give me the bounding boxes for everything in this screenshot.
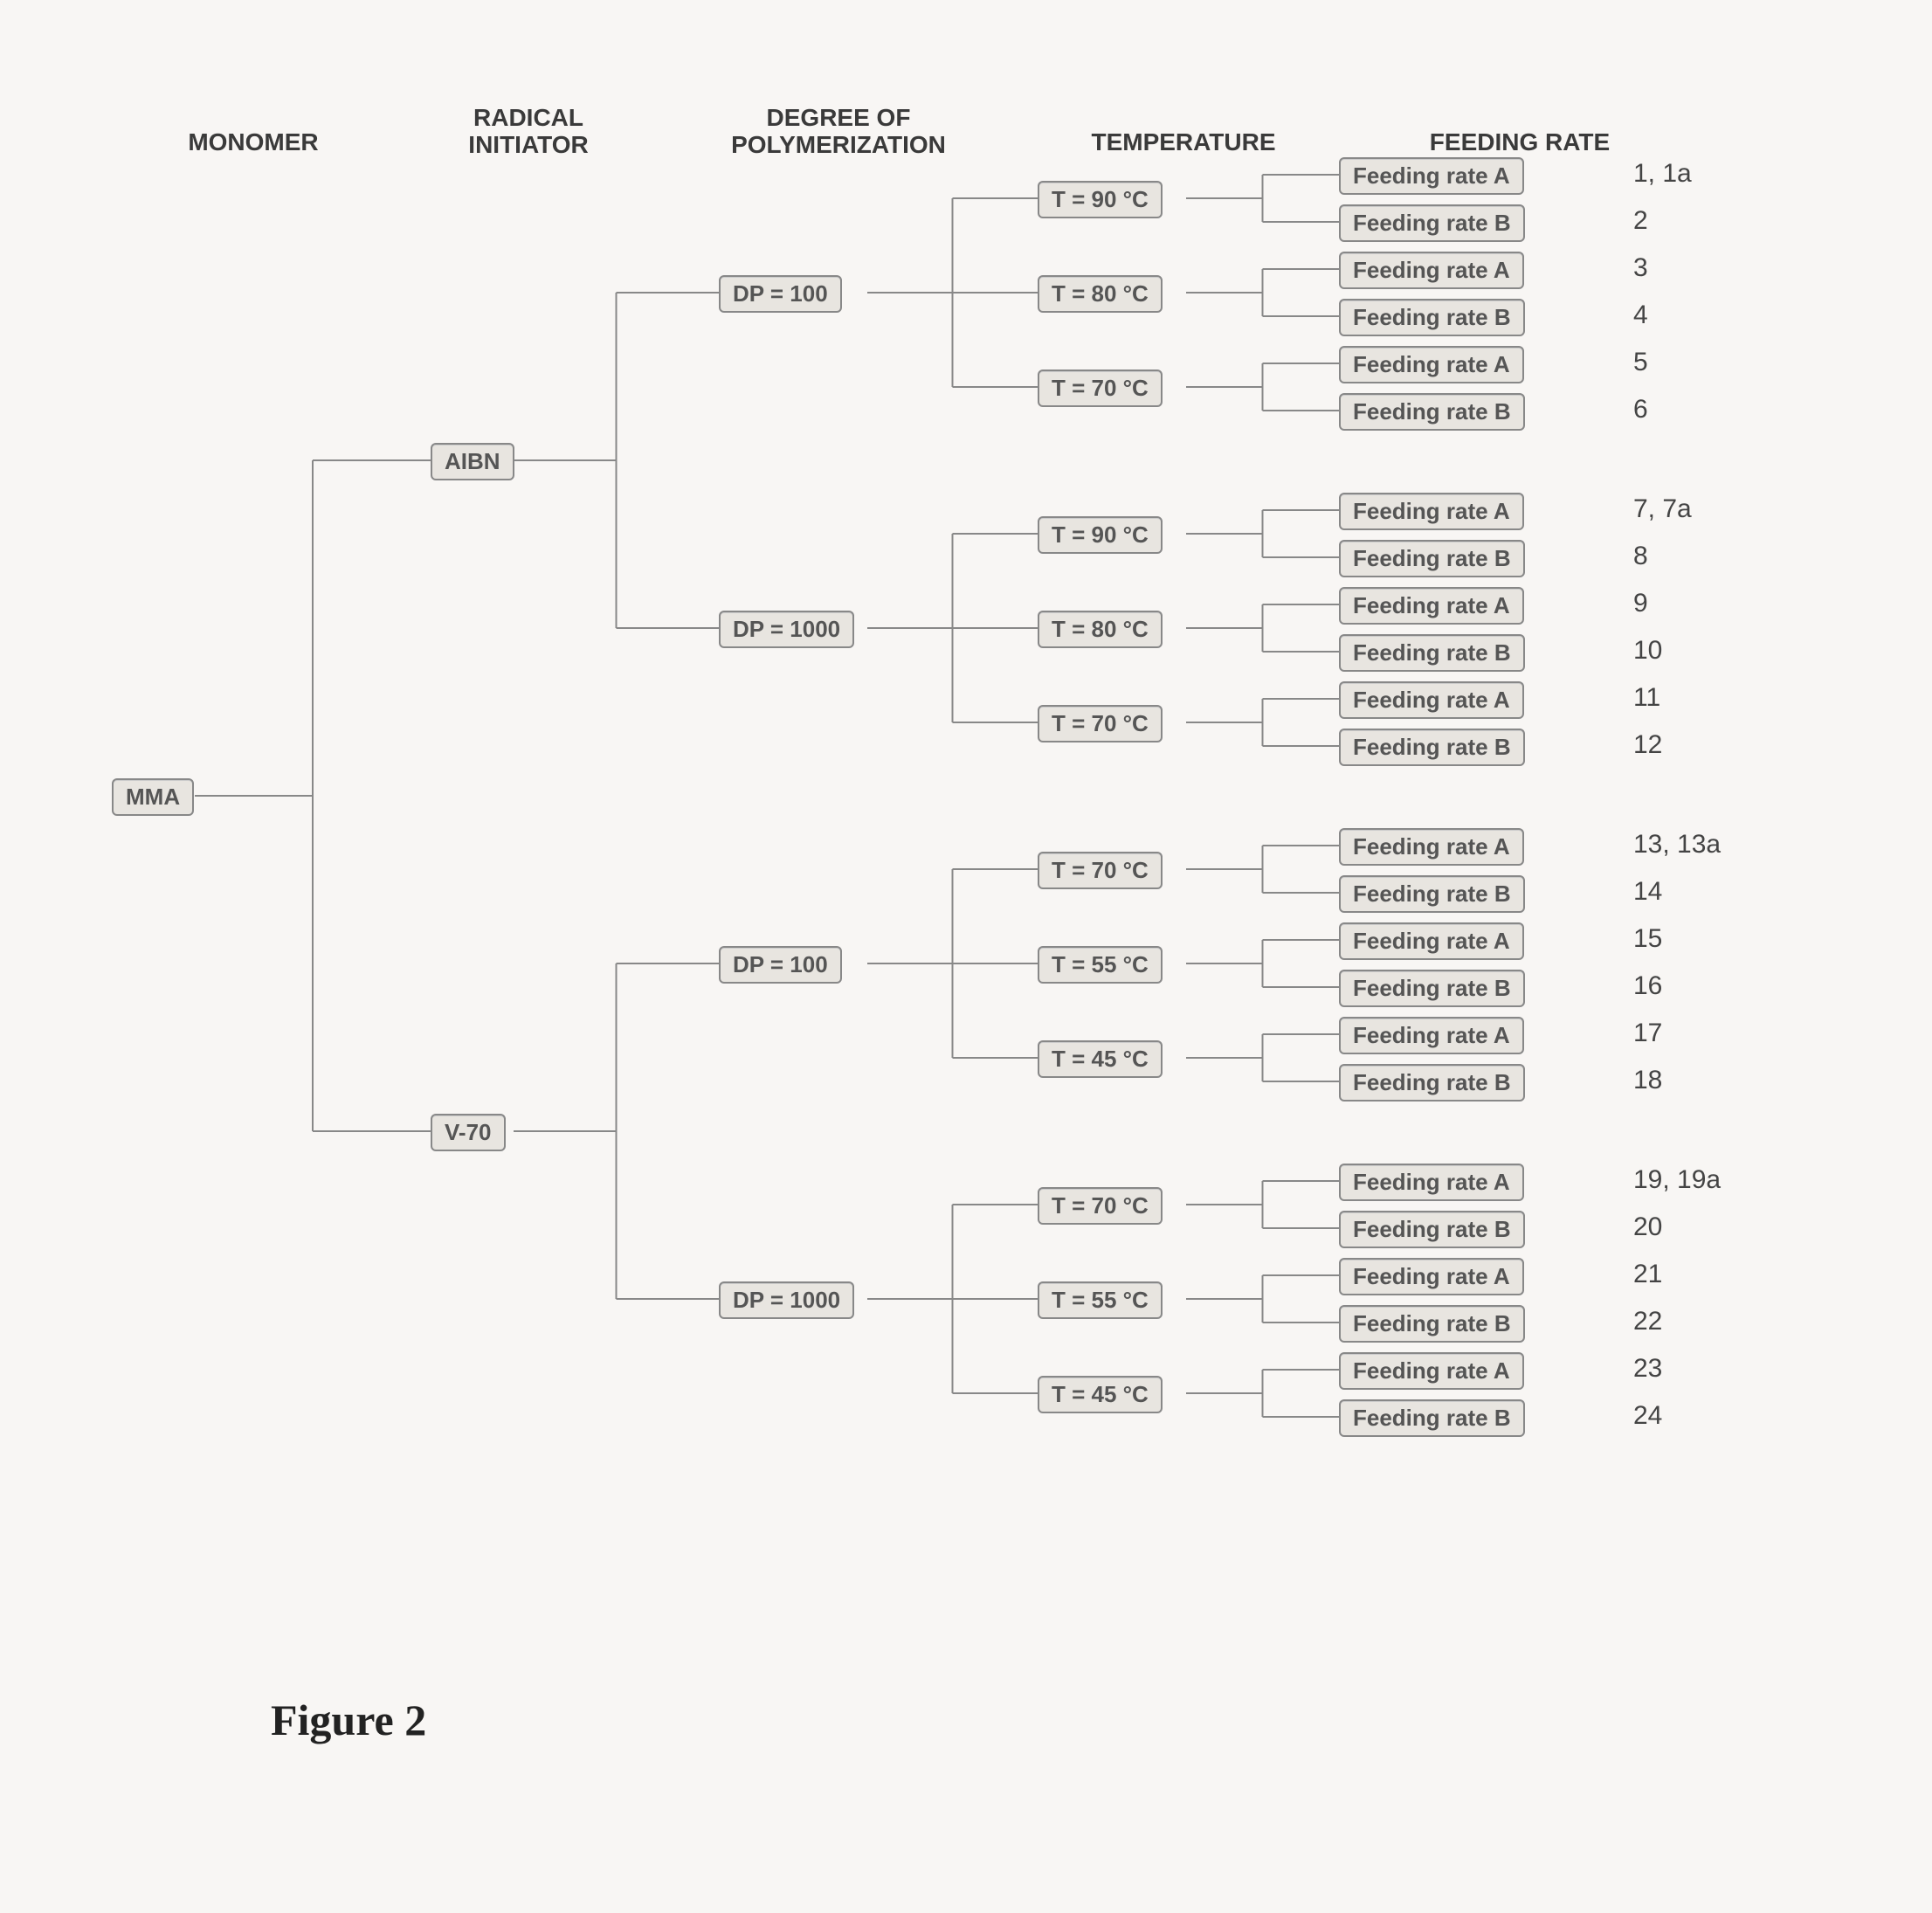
feed-node: Feeding rate A [1339, 587, 1524, 625]
result-label: 11 [1633, 683, 1660, 713]
initiator-node: AIBN [431, 443, 514, 480]
column-header: DEGREE OF POLYMERIZATION [673, 105, 1004, 159]
result-label: 8 [1633, 542, 1648, 571]
feed-node: Feeding rate A [1339, 922, 1524, 960]
feed-node: Feeding rate B [1339, 970, 1525, 1007]
dp-node: DP = 1000 [719, 1281, 854, 1319]
column-header: RADICAL INITIATOR [415, 105, 642, 159]
result-label: 10 [1633, 636, 1662, 666]
result-label: 2 [1633, 206, 1648, 236]
feed-node: Feeding rate B [1339, 729, 1525, 766]
result-label: 24 [1633, 1401, 1662, 1431]
dp-node: DP = 1000 [719, 611, 854, 648]
feed-node: Feeding rate B [1339, 1399, 1525, 1437]
feed-node: Feeding rate B [1339, 393, 1525, 431]
column-header: FEEDING RATE [1371, 129, 1668, 156]
result-label: 16 [1633, 971, 1662, 1001]
result-label: 18 [1633, 1066, 1662, 1095]
result-label: 15 [1633, 924, 1662, 954]
feed-node: Feeding rate A [1339, 828, 1524, 866]
temp-node: T = 90 °C [1038, 181, 1163, 218]
column-header: TEMPERATURE [1044, 129, 1323, 156]
temp-node: T = 70 °C [1038, 705, 1163, 742]
feed-node: Feeding rate B [1339, 1211, 1525, 1248]
dp-node: DP = 100 [719, 275, 842, 313]
feed-node: Feeding rate A [1339, 681, 1524, 719]
result-label: 6 [1633, 395, 1648, 425]
result-label: 23 [1633, 1354, 1662, 1384]
feed-node: Feeding rate A [1339, 252, 1524, 289]
column-header: MONOMER [157, 129, 349, 156]
temp-node: T = 70 °C [1038, 852, 1163, 889]
result-label: 22 [1633, 1307, 1662, 1336]
feed-node: Feeding rate B [1339, 634, 1525, 672]
result-label: 19, 19a [1633, 1165, 1721, 1195]
feed-node: Feeding rate A [1339, 493, 1524, 530]
feed-node: Feeding rate A [1339, 1164, 1524, 1201]
dp-node: DP = 100 [719, 946, 842, 984]
temp-node: T = 90 °C [1038, 516, 1163, 554]
temp-node: T = 45 °C [1038, 1376, 1163, 1413]
result-label: 14 [1633, 877, 1662, 907]
temp-node: T = 55 °C [1038, 946, 1163, 984]
initiator-node: V-70 [431, 1114, 506, 1151]
result-label: 9 [1633, 589, 1648, 618]
figure-label: Figure 2 [271, 1695, 426, 1745]
monomer-node: MMA [112, 778, 194, 816]
result-label: 5 [1633, 348, 1648, 377]
result-label: 7, 7a [1633, 494, 1692, 524]
result-label: 20 [1633, 1212, 1662, 1242]
feed-node: Feeding rate A [1339, 1017, 1524, 1054]
feed-node: Feeding rate B [1339, 299, 1525, 336]
result-label: 3 [1633, 253, 1648, 283]
result-label: 17 [1633, 1019, 1662, 1048]
result-label: 13, 13a [1633, 830, 1721, 860]
temp-node: T = 70 °C [1038, 1187, 1163, 1225]
feed-node: Feeding rate B [1339, 540, 1525, 577]
feed-node: Feeding rate A [1339, 346, 1524, 383]
feed-node: Feeding rate B [1339, 204, 1525, 242]
feed-node: Feeding rate A [1339, 1258, 1524, 1295]
result-label: 12 [1633, 730, 1662, 760]
temp-node: T = 80 °C [1038, 611, 1163, 648]
feed-node: Feeding rate A [1339, 157, 1524, 195]
feed-node: Feeding rate B [1339, 875, 1525, 913]
result-label: 4 [1633, 300, 1648, 330]
temp-node: T = 80 °C [1038, 275, 1163, 313]
feed-node: Feeding rate B [1339, 1064, 1525, 1102]
feed-node: Feeding rate B [1339, 1305, 1525, 1343]
result-label: 21 [1633, 1260, 1662, 1289]
feed-node: Feeding rate A [1339, 1352, 1524, 1390]
temp-node: T = 45 °C [1038, 1040, 1163, 1078]
temp-node: T = 55 °C [1038, 1281, 1163, 1319]
temp-node: T = 70 °C [1038, 369, 1163, 407]
result-label: 1, 1a [1633, 159, 1692, 189]
